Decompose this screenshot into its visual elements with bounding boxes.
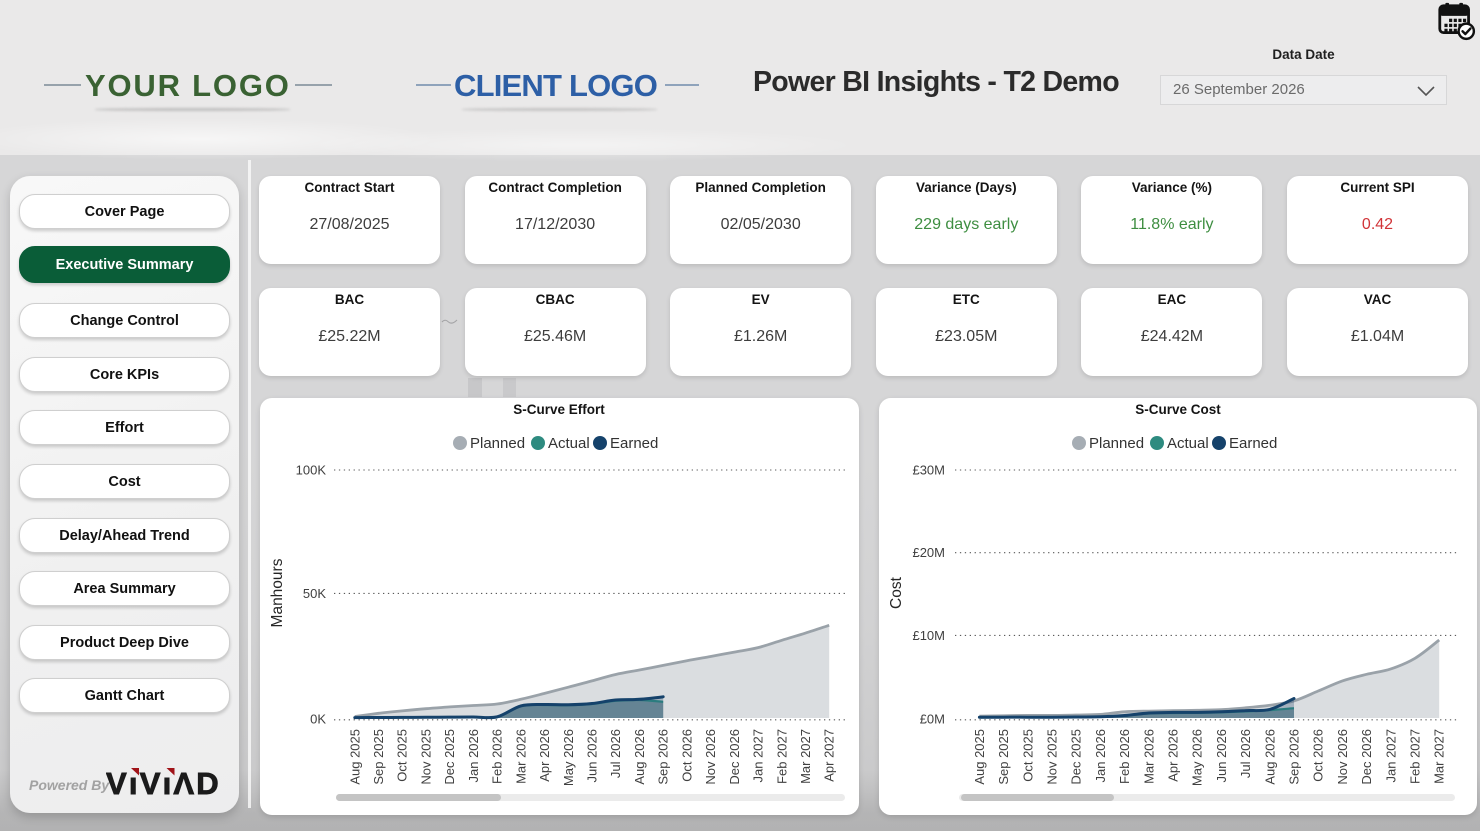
svg-text:Actual: Actual — [548, 435, 590, 452]
svg-text:£0M: £0M — [920, 711, 945, 726]
svg-text:VıVıΛD: VıVıΛD — [106, 766, 221, 798]
svg-text:Oct 2025: Oct 2025 — [1020, 729, 1035, 782]
svg-text:Jan 2027: Jan 2027 — [751, 729, 766, 783]
svg-text:Jun 2026: Jun 2026 — [1214, 729, 1229, 783]
svg-text:Feb 2026: Feb 2026 — [490, 729, 505, 784]
svg-text:Aug 2025: Aug 2025 — [972, 729, 987, 785]
svg-text:S-Curve Effort: S-Curve Effort — [513, 402, 605, 417]
svg-text:Jun 2026: Jun 2026 — [585, 729, 600, 783]
svg-text:Sep 2025: Sep 2025 — [371, 729, 386, 785]
svg-text:Dec 2025: Dec 2025 — [1069, 729, 1084, 785]
svg-text:Feb 2027: Feb 2027 — [774, 729, 789, 784]
svg-text:Mar 2027: Mar 2027 — [798, 729, 813, 784]
svg-text:Apr 2027: Apr 2027 — [822, 729, 837, 782]
svg-text:Mar 2026: Mar 2026 — [1141, 729, 1156, 784]
svg-text:Aug 2026: Aug 2026 — [632, 729, 647, 785]
svg-text:Sep 2026: Sep 2026 — [656, 729, 671, 785]
svg-text:Feb 2027: Feb 2027 — [1408, 729, 1423, 784]
svg-text:Aug 2026: Aug 2026 — [1262, 729, 1277, 785]
svg-text:May 2026: May 2026 — [1190, 729, 1205, 786]
svg-text:Nov 2026: Nov 2026 — [703, 729, 718, 785]
svg-text:Jan 2026: Jan 2026 — [466, 729, 481, 783]
svg-text:100K: 100K — [296, 463, 327, 478]
svg-text:Dec 2025: Dec 2025 — [442, 729, 457, 785]
svg-text:Actual: Actual — [1167, 435, 1209, 452]
svg-text:Oct 2026: Oct 2026 — [1311, 729, 1326, 782]
svg-text:Sep 2025: Sep 2025 — [996, 729, 1011, 785]
svg-text:Jul 2026: Jul 2026 — [1238, 729, 1253, 778]
svg-text:Nov 2025: Nov 2025 — [418, 729, 433, 785]
svg-text:Oct 2026: Oct 2026 — [679, 729, 694, 782]
svg-text:Dec 2026: Dec 2026 — [727, 729, 742, 785]
svg-text:Earned: Earned — [1229, 435, 1277, 452]
svg-text:£10M: £10M — [912, 628, 945, 643]
svg-text:Nov 2025: Nov 2025 — [1045, 729, 1060, 785]
svg-text:Apr 2026: Apr 2026 — [537, 729, 552, 782]
svg-text:Planned: Planned — [1089, 435, 1144, 452]
svg-text:S-Curve Cost: S-Curve Cost — [1135, 402, 1221, 417]
svg-text:Mar 2027: Mar 2027 — [1432, 729, 1447, 784]
svg-text:Aug 2025: Aug 2025 — [347, 729, 362, 785]
svg-text:50K: 50K — [303, 586, 326, 601]
svg-text:0K: 0K — [310, 711, 326, 726]
svg-text:Manhours: Manhours — [269, 558, 286, 627]
svg-text:Feb 2026: Feb 2026 — [1117, 729, 1132, 784]
svg-text:Oct 2025: Oct 2025 — [395, 729, 410, 782]
svg-text:May 2026: May 2026 — [561, 729, 576, 786]
svg-text:Jul 2026: Jul 2026 — [608, 729, 623, 778]
svg-text:Jan 2026: Jan 2026 — [1093, 729, 1108, 783]
svg-text:£30M: £30M — [912, 463, 945, 478]
svg-text:Mar 2026: Mar 2026 — [513, 729, 528, 784]
svg-text:Nov 2026: Nov 2026 — [1335, 729, 1350, 785]
svg-text:£20M: £20M — [912, 545, 945, 560]
svg-text:Sep 2026: Sep 2026 — [1287, 729, 1302, 785]
svg-text:Dec 2026: Dec 2026 — [1359, 729, 1374, 785]
svg-text:Cost: Cost — [888, 576, 905, 609]
svg-text:Apr 2026: Apr 2026 — [1166, 729, 1181, 782]
svg-text:Jan 2027: Jan 2027 — [1383, 729, 1398, 783]
svg-text:Earned: Earned — [610, 435, 658, 452]
svg-text:Planned: Planned — [470, 435, 525, 452]
